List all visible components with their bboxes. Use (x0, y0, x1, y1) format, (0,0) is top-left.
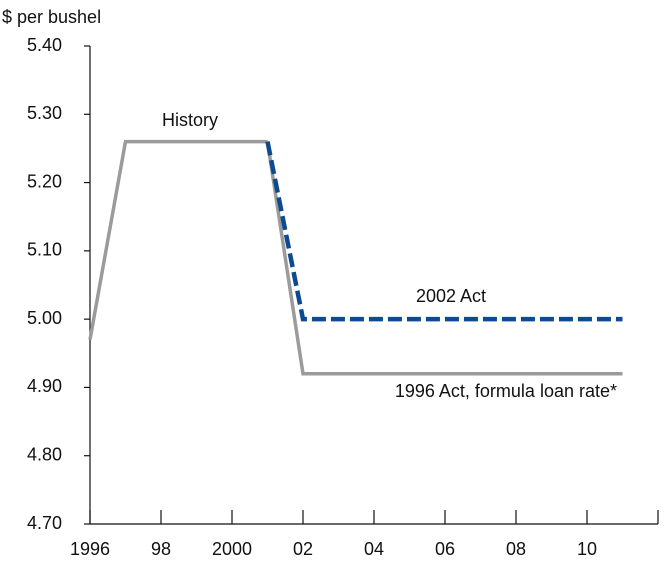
y-axis-label: $ per bushel (2, 7, 101, 27)
x-tick-label: 1996 (70, 539, 110, 559)
x-tick-label: 98 (151, 539, 171, 559)
y-tick-label: 5.40 (27, 35, 62, 55)
annotation: History (162, 110, 218, 130)
series-line (265, 141, 623, 322)
y-tick-label: 5.20 (27, 171, 62, 191)
y-tick-label: 4.90 (27, 376, 62, 396)
series-line (88, 139, 268, 340)
y-tick-label: 4.70 (27, 513, 62, 533)
y-tick-label: 5.00 (27, 308, 62, 328)
x-tick-label: 04 (364, 539, 384, 559)
y-tick-label: 5.10 (27, 240, 62, 260)
x-tick-label: 08 (506, 539, 526, 559)
annotation: 1996 Act, formula loan rate* (395, 381, 617, 401)
series-line (265, 141, 623, 376)
y-tick-label: 4.80 (27, 444, 62, 464)
x-tick-label: 10 (577, 539, 597, 559)
x-tick-label: 2000 (212, 539, 252, 559)
x-tick-label: 06 (435, 539, 455, 559)
x-tick-label: 02 (293, 539, 313, 559)
annotation: 2002 Act (416, 286, 486, 306)
y-tick-label: 5.30 (27, 103, 62, 123)
